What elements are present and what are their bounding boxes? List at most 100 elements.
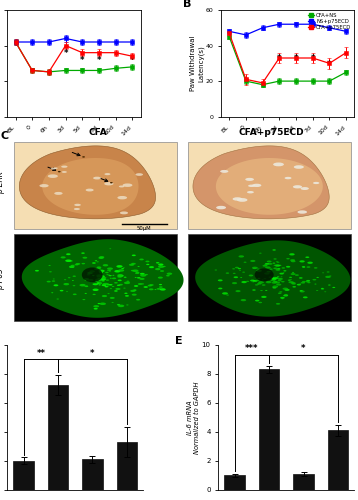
Ellipse shape [264, 272, 270, 274]
Ellipse shape [97, 303, 101, 304]
Y-axis label: Paw Withdrawal
Latency(s): Paw Withdrawal Latency(s) [190, 36, 204, 91]
Ellipse shape [110, 182, 113, 184]
Polygon shape [195, 240, 350, 316]
Ellipse shape [105, 286, 108, 288]
Ellipse shape [48, 265, 51, 266]
Ellipse shape [243, 262, 247, 263]
Ellipse shape [96, 274, 102, 276]
Ellipse shape [51, 292, 53, 293]
Ellipse shape [289, 276, 292, 278]
Y-axis label: IL-6 mRNA
Normalized to GAPDH: IL-6 mRNA Normalized to GAPDH [187, 381, 200, 454]
Ellipse shape [69, 260, 73, 262]
Text: CFA: CFA [88, 128, 107, 136]
Ellipse shape [158, 276, 163, 278]
Text: *: * [301, 344, 306, 354]
Ellipse shape [301, 187, 309, 190]
Ellipse shape [84, 278, 89, 280]
Ellipse shape [124, 276, 126, 278]
Legend: CFA+NS, NS+p75ECD, CFA+p75ECD: CFA+NS, NS+p75ECD, CFA+p75ECD [308, 12, 352, 31]
Ellipse shape [108, 270, 111, 272]
Ellipse shape [110, 297, 115, 299]
Ellipse shape [86, 188, 94, 192]
Ellipse shape [98, 275, 100, 276]
Ellipse shape [138, 283, 142, 285]
Ellipse shape [95, 260, 97, 262]
Ellipse shape [240, 277, 242, 278]
Ellipse shape [74, 204, 81, 206]
Ellipse shape [81, 252, 85, 254]
Ellipse shape [92, 275, 95, 276]
Ellipse shape [101, 278, 103, 279]
Ellipse shape [299, 277, 303, 278]
Ellipse shape [277, 268, 280, 270]
Ellipse shape [278, 292, 282, 294]
Ellipse shape [118, 269, 124, 272]
Ellipse shape [286, 266, 290, 268]
Bar [116, 442, 137, 490]
Ellipse shape [222, 292, 228, 294]
Ellipse shape [108, 274, 110, 276]
Ellipse shape [265, 266, 271, 268]
Ellipse shape [262, 265, 267, 267]
Ellipse shape [98, 270, 105, 272]
Ellipse shape [48, 174, 58, 178]
Ellipse shape [281, 281, 285, 282]
Ellipse shape [96, 276, 102, 278]
Ellipse shape [60, 290, 63, 292]
Ellipse shape [51, 168, 56, 170]
Ellipse shape [93, 308, 98, 310]
Ellipse shape [124, 292, 127, 294]
Ellipse shape [226, 294, 229, 296]
Ellipse shape [102, 295, 107, 297]
Ellipse shape [74, 208, 80, 210]
Ellipse shape [135, 277, 137, 278]
Ellipse shape [132, 254, 136, 256]
Ellipse shape [57, 298, 59, 300]
Text: *: * [80, 56, 84, 65]
Polygon shape [22, 239, 184, 318]
Ellipse shape [277, 276, 279, 278]
Ellipse shape [328, 284, 331, 286]
Bar [259, 370, 280, 490]
Ellipse shape [276, 269, 280, 271]
Ellipse shape [286, 258, 290, 260]
Ellipse shape [268, 276, 272, 278]
Text: *: * [90, 348, 95, 358]
Ellipse shape [98, 274, 103, 276]
Ellipse shape [247, 191, 254, 194]
Ellipse shape [290, 259, 295, 261]
Ellipse shape [272, 286, 278, 288]
Ellipse shape [103, 283, 108, 285]
Ellipse shape [99, 256, 104, 258]
Ellipse shape [118, 280, 122, 281]
Ellipse shape [300, 290, 303, 292]
Ellipse shape [148, 284, 152, 286]
Ellipse shape [101, 280, 105, 281]
Ellipse shape [99, 257, 102, 258]
Text: *: * [294, 54, 298, 64]
Ellipse shape [241, 299, 246, 301]
Ellipse shape [95, 280, 98, 282]
Ellipse shape [63, 283, 69, 286]
Ellipse shape [238, 256, 244, 258]
Ellipse shape [115, 288, 121, 290]
Ellipse shape [53, 168, 58, 169]
Ellipse shape [237, 198, 247, 202]
Ellipse shape [134, 285, 138, 287]
Ellipse shape [105, 272, 109, 273]
Ellipse shape [284, 289, 290, 291]
Ellipse shape [139, 258, 144, 260]
Ellipse shape [93, 288, 98, 291]
Ellipse shape [95, 260, 97, 261]
Ellipse shape [117, 196, 127, 200]
Ellipse shape [235, 267, 239, 268]
Text: p-ERK: p-ERK [0, 172, 5, 194]
Ellipse shape [82, 156, 85, 158]
Ellipse shape [232, 268, 235, 270]
Ellipse shape [279, 291, 282, 292]
Ellipse shape [98, 256, 104, 259]
Ellipse shape [300, 290, 305, 292]
Ellipse shape [280, 278, 281, 279]
Ellipse shape [313, 182, 319, 184]
Ellipse shape [248, 184, 255, 187]
